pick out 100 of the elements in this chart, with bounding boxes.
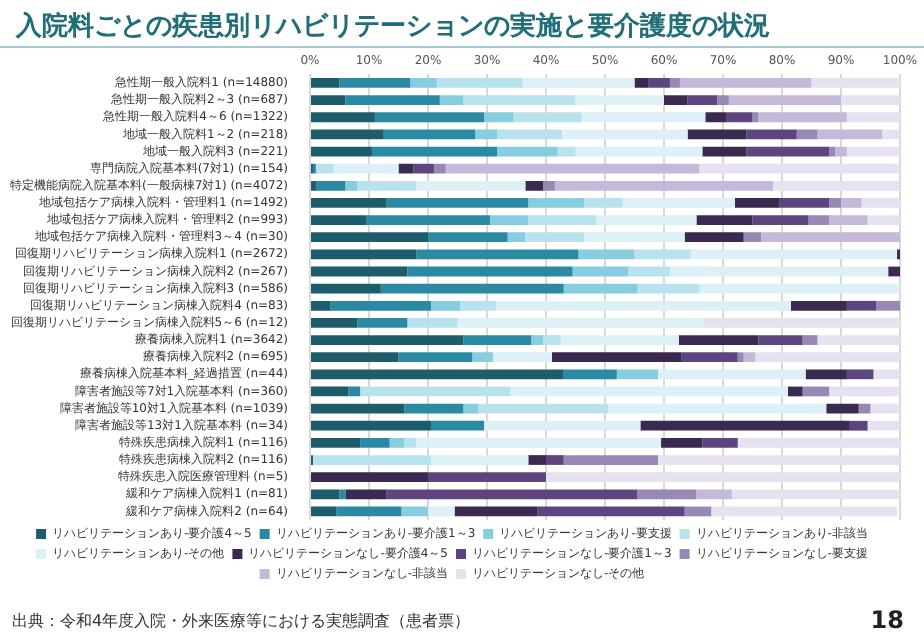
- bar: [846, 369, 874, 380]
- bar: [648, 78, 670, 88]
- bar: [870, 403, 900, 414]
- bar: [858, 403, 871, 414]
- chart-title: 入院料ごとの疾患別リハビリテーションの実施と要介護度の状況: [0, 0, 924, 48]
- bar: [416, 437, 662, 448]
- bar: [380, 283, 564, 294]
- bar: [311, 146, 372, 157]
- bar: [634, 78, 649, 88]
- bar: [805, 369, 847, 380]
- bar: [513, 112, 582, 123]
- bar: [528, 198, 585, 208]
- bar: [336, 506, 402, 517]
- bar: [386, 489, 638, 500]
- bar: [460, 300, 496, 311]
- bar: [311, 352, 399, 363]
- bar: [578, 249, 635, 260]
- bar: [312, 455, 431, 465]
- bar: [616, 369, 659, 380]
- bar: [563, 455, 659, 465]
- bar: [758, 112, 847, 123]
- bar: [428, 472, 547, 483]
- bar: [546, 455, 564, 465]
- bar: [445, 163, 700, 174]
- bar: [497, 146, 558, 157]
- bar: [696, 489, 732, 500]
- bar: [543, 335, 561, 345]
- bar: [531, 335, 544, 345]
- bar: [430, 455, 529, 465]
- bar: [849, 420, 868, 431]
- bar: [584, 198, 623, 208]
- bar: [410, 78, 437, 88]
- bar: [311, 369, 564, 380]
- bar: [725, 112, 753, 123]
- bar: [311, 266, 408, 277]
- bar: [428, 506, 455, 517]
- bar: [758, 335, 803, 345]
- bar: [525, 180, 544, 191]
- bar: [575, 146, 703, 157]
- bar: [572, 266, 629, 277]
- bar: [311, 129, 384, 140]
- bar: [398, 352, 473, 363]
- bar: [684, 506, 712, 517]
- bar: [389, 437, 405, 448]
- bar: [882, 129, 900, 140]
- bar: [702, 318, 900, 328]
- bar: [430, 300, 461, 311]
- bar: [829, 146, 836, 157]
- bar: [311, 506, 337, 517]
- bar: [311, 249, 417, 260]
- bar: [407, 266, 573, 277]
- bar: [525, 232, 585, 243]
- bar: [734, 198, 780, 208]
- bar: [561, 129, 688, 140]
- bar: [311, 198, 387, 208]
- bar: [497, 129, 562, 140]
- bar: [702, 437, 738, 448]
- bar: [433, 163, 446, 174]
- bar: [557, 146, 576, 157]
- bar: [761, 232, 900, 243]
- bar: [528, 215, 597, 225]
- bar: [876, 300, 900, 311]
- bar: [374, 112, 485, 123]
- bar: [537, 506, 685, 517]
- bar: [463, 335, 532, 345]
- bar: [360, 437, 390, 448]
- bar: [475, 129, 498, 140]
- bar: [755, 352, 900, 363]
- bar: [311, 420, 431, 431]
- bar: [835, 146, 847, 157]
- bar: [413, 163, 434, 174]
- bar: [846, 300, 877, 311]
- bar: [339, 78, 411, 88]
- bar: [699, 283, 900, 294]
- bar: [311, 300, 331, 311]
- bar: [563, 283, 638, 294]
- bar: [728, 95, 841, 105]
- bar: [383, 129, 476, 140]
- bar: [489, 215, 529, 225]
- bar: [634, 249, 691, 260]
- bar: [690, 249, 898, 260]
- bar: [492, 352, 552, 363]
- bar: [366, 215, 490, 225]
- bar: [711, 506, 898, 517]
- bar: [679, 78, 812, 88]
- bar: [357, 318, 408, 328]
- bar: [802, 386, 830, 397]
- bar: [873, 369, 900, 380]
- bar: [311, 78, 340, 88]
- bar: [386, 198, 529, 208]
- bar: [826, 403, 859, 414]
- bar: [841, 95, 900, 105]
- bar: [439, 95, 464, 105]
- bar: [640, 420, 850, 431]
- bar: [345, 180, 358, 191]
- bar: [560, 335, 679, 345]
- bar: [829, 198, 841, 208]
- bar: [360, 386, 511, 397]
- bar: [790, 300, 847, 311]
- bar: [398, 163, 414, 174]
